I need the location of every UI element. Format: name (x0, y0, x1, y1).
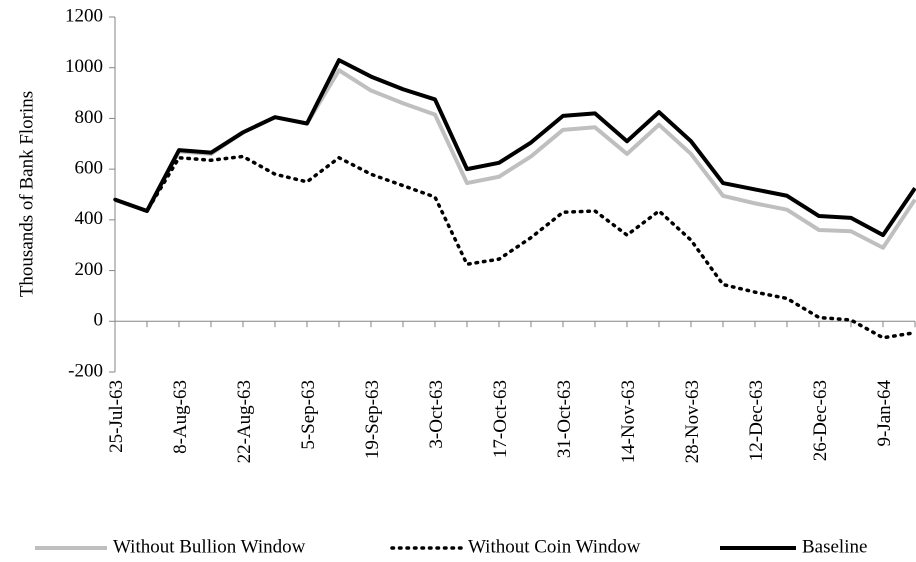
y-tick-label: 1000 (65, 56, 103, 77)
y-tick-label: 1200 (65, 5, 103, 26)
y-tick-label: -200 (68, 360, 103, 381)
x-tick-label: 8-Aug-63 (170, 380, 191, 454)
y-tick-label: 0 (94, 310, 104, 331)
x-tick-label: 5-Sep-63 (298, 380, 319, 450)
y-tick-label: 200 (75, 259, 104, 280)
legend-label: Without Coin Window (468, 536, 641, 557)
x-tick-label: 14-Nov-63 (618, 380, 639, 463)
x-tick-label: 22-Aug-63 (234, 380, 255, 463)
x-tick-label: 19-Sep-63 (362, 380, 383, 459)
x-tick-label: 17-Oct-63 (490, 380, 511, 458)
y-axis-label: Thousands of Bank Florins (16, 91, 37, 297)
y-tick-label: 600 (75, 158, 104, 179)
x-tick-label: 26-Dec-63 (810, 380, 831, 461)
y-tick-label: 400 (75, 208, 104, 229)
series-line (113, 154, 916, 340)
legend-label: Baseline (802, 536, 867, 557)
x-tick-label: 28-Nov-63 (682, 380, 703, 463)
legend-label: Without Bullion Window (113, 536, 306, 557)
x-tick-label: 9-Jan-64 (874, 380, 895, 447)
series-line (114, 58, 916, 238)
y-tick-label: 800 (75, 107, 104, 128)
x-tick-label: 12-Dec-63 (746, 380, 767, 461)
x-tick-label: 25-Jul-63 (106, 380, 127, 453)
x-tick-label: 31-Oct-63 (554, 380, 575, 458)
x-tick-label: 3-Oct-63 (426, 380, 447, 449)
